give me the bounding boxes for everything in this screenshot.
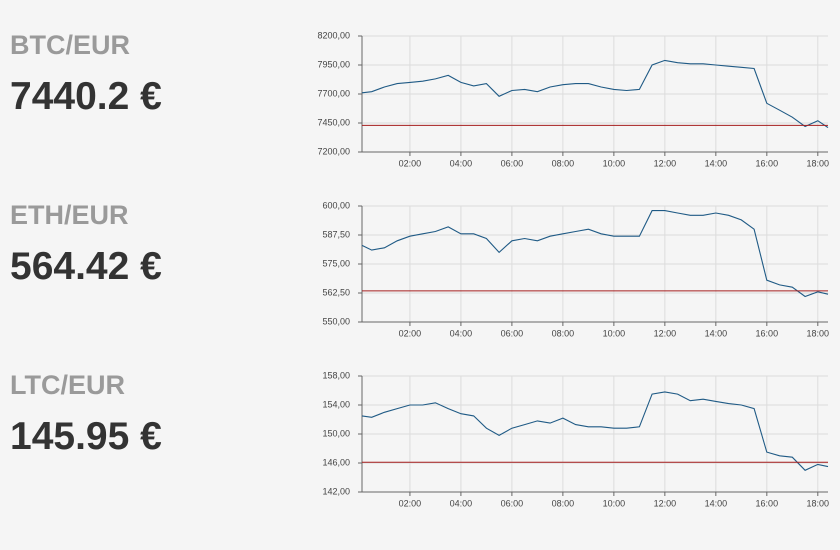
x-tick-label: 16:00 xyxy=(756,328,779,338)
y-tick-label: 562,50 xyxy=(322,287,350,297)
y-tick-label: 8200,00 xyxy=(317,30,350,40)
price: 7440.2 € xyxy=(10,75,162,118)
y-tick-label: 7950,00 xyxy=(317,59,350,69)
x-tick-label: 02:00 xyxy=(399,498,422,508)
pair-name: LTC/EUR xyxy=(10,370,125,400)
y-tick-label: 550,00 xyxy=(322,316,350,326)
x-tick-label: 08:00 xyxy=(552,328,575,338)
x-tick-label: 02:00 xyxy=(399,328,422,338)
x-tick-label: 10:00 xyxy=(603,498,626,508)
price-line xyxy=(361,391,829,471)
y-tick-label: 587,50 xyxy=(322,229,350,239)
x-tick-label: 18:00 xyxy=(807,328,830,338)
y-tick-label: 575,00 xyxy=(322,258,350,268)
x-tick-label: 14:00 xyxy=(705,158,728,168)
x-tick-label: 02:00 xyxy=(399,158,422,168)
price: 145.95 € xyxy=(10,415,162,458)
y-tick-label: 600,00 xyxy=(322,200,350,210)
y-tick-label: 158,00 xyxy=(322,370,350,380)
x-tick-label: 16:00 xyxy=(756,158,779,168)
pair-name: BTC/EUR xyxy=(10,30,130,60)
price-line xyxy=(361,210,829,298)
y-tick-label: 7200,00 xyxy=(317,146,350,156)
x-tick-label: 12:00 xyxy=(654,328,677,338)
x-tick-label: 12:00 xyxy=(654,498,677,508)
price: 564.42 € xyxy=(10,245,162,288)
x-tick-label: 08:00 xyxy=(552,498,575,508)
x-tick-label: 10:00 xyxy=(603,158,626,168)
x-tick-label: 06:00 xyxy=(501,328,524,338)
price-line xyxy=(361,59,829,129)
y-tick-label: 154,00 xyxy=(322,399,350,409)
x-tick-label: 06:00 xyxy=(501,158,524,168)
y-tick-label: 142,00 xyxy=(322,486,350,496)
x-tick-label: 04:00 xyxy=(450,158,473,168)
x-tick-label: 14:00 xyxy=(705,328,728,338)
x-tick-label: 12:00 xyxy=(654,158,677,168)
x-tick-label: 04:00 xyxy=(450,328,473,338)
x-tick-label: 16:00 xyxy=(756,498,779,508)
x-tick-label: 10:00 xyxy=(603,328,626,338)
x-tick-label: 18:00 xyxy=(807,158,830,168)
y-tick-label: 7450,00 xyxy=(317,117,350,127)
x-tick-label: 06:00 xyxy=(501,498,524,508)
y-tick-label: 146,00 xyxy=(322,457,350,467)
x-tick-label: 04:00 xyxy=(450,498,473,508)
x-tick-label: 08:00 xyxy=(552,158,575,168)
x-tick-label: 18:00 xyxy=(807,498,830,508)
y-tick-label: 7700,00 xyxy=(317,88,350,98)
y-tick-label: 150,00 xyxy=(322,428,350,438)
x-tick-label: 14:00 xyxy=(705,498,728,508)
pair-name: ETH/EUR xyxy=(10,200,129,230)
